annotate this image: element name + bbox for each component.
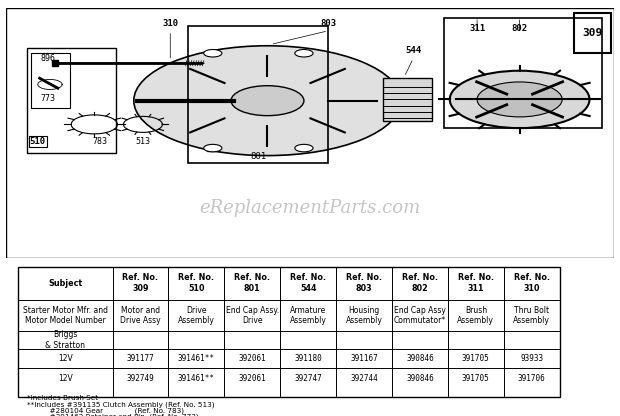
Bar <box>188 26 328 163</box>
Text: Brush
Assembly: Brush Assembly <box>458 305 494 325</box>
Text: 391706: 391706 <box>518 374 546 383</box>
Text: Armature
Assembly: Armature Assembly <box>290 305 327 325</box>
Text: 801: 801 <box>250 152 267 161</box>
Text: 802: 802 <box>512 24 528 33</box>
Text: 391461**: 391461** <box>178 374 215 383</box>
Bar <box>30 53 70 108</box>
Text: 392749: 392749 <box>126 374 154 383</box>
Text: #280104 Gear              (Ref. No. 783): #280104 Gear (Ref. No. 783) <box>27 407 185 414</box>
Text: Thru Bolt
Assembly: Thru Bolt Assembly <box>513 305 550 325</box>
Text: Ref. No.
803: Ref. No. 803 <box>346 273 382 293</box>
Text: 391180: 391180 <box>294 354 322 363</box>
Text: 93933: 93933 <box>520 354 543 363</box>
Text: 12V: 12V <box>58 374 73 383</box>
Text: 311: 311 <box>469 24 485 33</box>
Text: Subject: Subject <box>48 279 82 287</box>
Circle shape <box>450 71 590 128</box>
Text: Starter Motor Mfr. and
Motor Model Number: Starter Motor Mfr. and Motor Model Numbe… <box>23 305 108 325</box>
Text: **Includes #391135 Clutch Assembly (Ref. No. 513): **Includes #391135 Clutch Assembly (Ref.… <box>27 401 215 408</box>
Circle shape <box>134 46 401 156</box>
Text: 773: 773 <box>40 94 55 103</box>
Text: 392747: 392747 <box>294 374 322 383</box>
Circle shape <box>294 50 313 57</box>
Text: Motor and
Drive Assy: Motor and Drive Assy <box>120 305 161 325</box>
Bar <box>444 18 601 128</box>
Text: Ref. No.
510: Ref. No. 510 <box>179 273 215 293</box>
Text: Ref. No.
544: Ref. No. 544 <box>290 273 326 293</box>
Text: Ref. No.
309: Ref. No. 309 <box>123 273 159 293</box>
Text: 391705: 391705 <box>462 354 490 363</box>
Text: 309: 309 <box>582 28 603 38</box>
Bar <box>19 267 560 397</box>
Text: 390846: 390846 <box>406 374 434 383</box>
Bar <box>206 56 316 151</box>
Text: 803: 803 <box>320 19 336 28</box>
Text: End Cap Assy.
Drive: End Cap Assy. Drive <box>226 305 279 325</box>
Text: Housing
Assembly: Housing Assembly <box>345 305 383 325</box>
Text: Ref. No.
802: Ref. No. 802 <box>402 273 438 293</box>
Text: *Includes Brush Set: *Includes Brush Set <box>27 395 99 401</box>
Bar <box>27 48 115 153</box>
Text: 544: 544 <box>405 46 422 55</box>
Text: #391462 Retainer and Pin  (Ref. No. 773): #391462 Retainer and Pin (Ref. No. 773) <box>27 414 199 416</box>
Text: 391167: 391167 <box>350 354 378 363</box>
Circle shape <box>477 82 562 117</box>
Text: 392061: 392061 <box>239 374 266 383</box>
Circle shape <box>231 86 304 116</box>
Text: 390846: 390846 <box>406 354 434 363</box>
Text: Ref. No.
801: Ref. No. 801 <box>234 273 270 293</box>
Text: End Cap Assy
Commutator*: End Cap Assy Commutator* <box>394 305 446 325</box>
Text: 391705: 391705 <box>462 374 490 383</box>
Text: 513: 513 <box>135 137 151 146</box>
FancyBboxPatch shape <box>574 13 611 53</box>
Text: 391461**: 391461** <box>178 354 215 363</box>
Text: 783: 783 <box>93 137 108 146</box>
Text: Ref. No.
311: Ref. No. 311 <box>458 273 494 293</box>
Text: eReplacementParts.com: eReplacementParts.com <box>200 199 420 217</box>
Circle shape <box>203 144 222 152</box>
Text: 310: 310 <box>162 19 179 28</box>
Text: 391177: 391177 <box>126 354 154 363</box>
Text: Drive
Assembly: Drive Assembly <box>178 305 215 325</box>
Text: 896: 896 <box>40 54 55 63</box>
Text: 510: 510 <box>30 137 46 146</box>
Text: 392744: 392744 <box>350 374 378 383</box>
Text: Ref. No.
310: Ref. No. 310 <box>514 273 550 293</box>
Text: 12V: 12V <box>58 354 73 363</box>
Circle shape <box>294 144 313 152</box>
Bar <box>383 78 432 121</box>
Text: 392061: 392061 <box>239 354 266 363</box>
Circle shape <box>203 50 222 57</box>
Text: Briggs
& Stratton: Briggs & Stratton <box>45 330 86 350</box>
